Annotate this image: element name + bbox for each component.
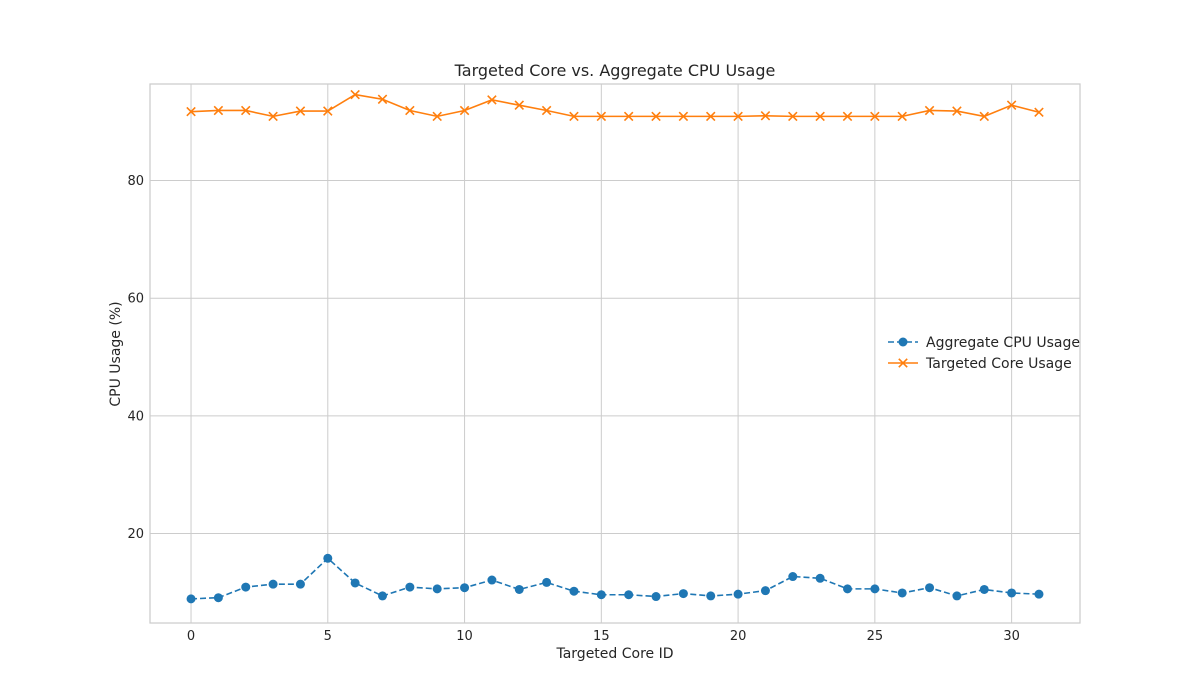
x-axis-label: Targeted Core ID bbox=[555, 646, 673, 662]
x-tick-label: 15 bbox=[593, 629, 610, 644]
data-point bbox=[186, 106, 196, 117]
data-point bbox=[678, 111, 689, 122]
data-point bbox=[733, 111, 743, 122]
data-point bbox=[487, 95, 497, 105]
chart-title: Targeted Core vs. Aggregate CPU Usage bbox=[454, 61, 776, 80]
data-point bbox=[897, 111, 907, 122]
series-line bbox=[190, 93, 1040, 118]
legend-marker bbox=[898, 337, 908, 347]
data-point bbox=[350, 578, 360, 588]
x-tick-label: 0 bbox=[187, 629, 195, 644]
legend-label: Targeted Core Usage bbox=[925, 356, 1072, 372]
data-point bbox=[979, 111, 990, 122]
data-point bbox=[596, 111, 607, 122]
data-point bbox=[651, 111, 661, 122]
x-tick-label: 5 bbox=[324, 629, 332, 644]
data-point bbox=[432, 584, 442, 594]
data-point bbox=[460, 583, 470, 593]
data-point bbox=[979, 584, 989, 594]
legend-entry: Aggregate CPU Usage bbox=[888, 335, 1080, 351]
data-point bbox=[760, 586, 770, 596]
data-point bbox=[678, 589, 688, 599]
data-point bbox=[843, 584, 852, 594]
data-series bbox=[186, 89, 1044, 604]
data-point bbox=[459, 105, 470, 116]
data-point bbox=[350, 89, 360, 100]
data-point bbox=[623, 111, 634, 122]
data-point bbox=[842, 111, 853, 122]
data-point bbox=[323, 553, 333, 563]
data-point bbox=[186, 594, 196, 604]
x-tick-label: 10 bbox=[456, 629, 473, 644]
data-point bbox=[569, 586, 579, 596]
data-point bbox=[541, 105, 552, 116]
data-point bbox=[213, 105, 224, 116]
data-point bbox=[651, 592, 661, 602]
data-point bbox=[952, 106, 962, 116]
data-point bbox=[705, 111, 716, 122]
data-point bbox=[241, 582, 251, 592]
data-point bbox=[432, 111, 442, 122]
plot-frame bbox=[149, 83, 1081, 624]
y-tick-label: 80 bbox=[127, 174, 144, 189]
data-point bbox=[240, 105, 251, 116]
data-point bbox=[952, 591, 962, 601]
data-point bbox=[624, 590, 634, 600]
data-point bbox=[1006, 100, 1017, 110]
legend-label: Aggregate CPU Usage bbox=[926, 335, 1080, 351]
data-point bbox=[514, 100, 525, 110]
data-point bbox=[815, 111, 825, 122]
data-point bbox=[295, 106, 306, 116]
y-tick-label: 20 bbox=[127, 527, 144, 542]
data-point bbox=[596, 590, 606, 600]
legend-entry: Targeted Core Usage bbox=[888, 356, 1072, 372]
data-point bbox=[514, 584, 524, 594]
data-point bbox=[870, 111, 880, 122]
data-point bbox=[542, 577, 552, 587]
data-point bbox=[487, 575, 497, 585]
series-line bbox=[190, 557, 1040, 600]
data-point bbox=[706, 591, 716, 601]
data-point bbox=[1034, 107, 1044, 118]
data-point bbox=[323, 106, 333, 116]
data-point bbox=[405, 582, 415, 592]
data-point bbox=[925, 583, 935, 593]
data-point bbox=[924, 105, 935, 116]
y-tick-label: 40 bbox=[127, 409, 144, 424]
legend: Aggregate CPU Usage Targeted Core Usage bbox=[888, 335, 1080, 372]
data-point bbox=[295, 579, 305, 589]
data-point bbox=[569, 111, 579, 122]
data-point bbox=[268, 111, 278, 122]
data-point bbox=[788, 111, 798, 122]
data-point bbox=[815, 573, 825, 583]
grid-lines bbox=[150, 84, 1080, 623]
x-tick-label: 30 bbox=[1003, 629, 1020, 644]
y-axis-label: CPU Usage (%) bbox=[108, 301, 124, 406]
data-point bbox=[897, 588, 907, 598]
data-point bbox=[788, 572, 798, 582]
series-0 bbox=[186, 553, 1044, 604]
data-point bbox=[1034, 589, 1044, 599]
legend-marker bbox=[898, 358, 908, 368]
series-1 bbox=[186, 89, 1044, 122]
data-point bbox=[268, 579, 278, 589]
data-point bbox=[733, 589, 743, 599]
data-point bbox=[870, 584, 880, 594]
x-tick-label: 20 bbox=[730, 629, 747, 644]
data-point bbox=[1007, 588, 1017, 598]
data-point bbox=[405, 105, 415, 116]
data-point bbox=[377, 94, 388, 105]
data-point bbox=[760, 111, 771, 121]
x-tick-label: 25 bbox=[867, 629, 884, 644]
data-point bbox=[213, 593, 223, 603]
data-point bbox=[378, 591, 387, 601]
y-tick-label: 60 bbox=[127, 292, 144, 307]
axis-ticks: 0 5 10 15 20 25 30 20 40 60 80 bbox=[127, 174, 1019, 644]
